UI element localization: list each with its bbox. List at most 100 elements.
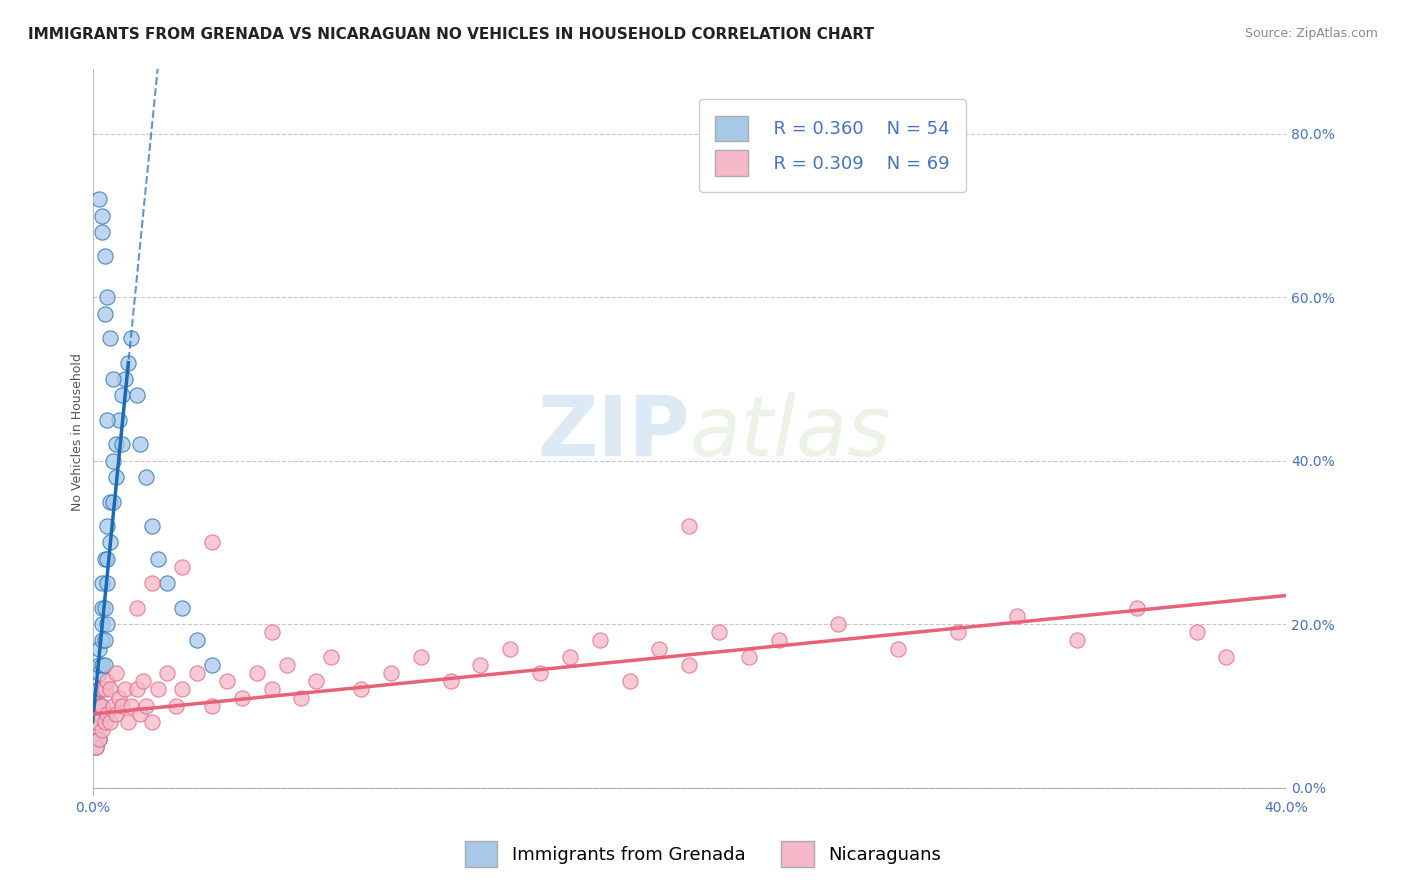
Point: [260, 625, 283, 640]
Point: [1007, 609, 1029, 624]
Point: [90, 682, 112, 697]
Point: [172, 560, 194, 574]
Point: [148, 551, 170, 566]
Point: [103, 453, 125, 467]
Point: [103, 698, 125, 713]
Text: IMMIGRANTS FROM GRENADA VS NICARAGUAN NO VEHICLES IN HOUSEHOLD CORRELATION CHART: IMMIGRANTS FROM GRENADA VS NICARAGUAN NO…: [28, 27, 875, 42]
Point: [96, 551, 118, 566]
Point: [156, 576, 179, 591]
Point: [100, 331, 122, 345]
Point: [409, 649, 432, 664]
Point: [305, 674, 328, 689]
Point: [135, 470, 157, 484]
Legend: Immigrants from Grenada, Nicaraguans: Immigrants from Grenada, Nicaraguans: [457, 834, 949, 874]
Point: [827, 617, 849, 632]
Point: [87, 657, 110, 672]
Point: [172, 600, 194, 615]
Text: Source: ZipAtlas.com: Source: ZipAtlas.com: [1244, 27, 1378, 40]
Point: [201, 698, 224, 713]
Point: [90, 698, 112, 713]
Point: [1066, 633, 1088, 648]
Point: [84, 739, 107, 754]
Point: [100, 682, 122, 697]
Point: [321, 649, 343, 664]
Point: [93, 551, 115, 566]
Point: [90, 633, 112, 648]
Point: [141, 519, 163, 533]
Point: [105, 706, 128, 721]
Point: [87, 706, 110, 721]
Point: [350, 682, 373, 697]
Point: [135, 698, 157, 713]
Point: [186, 633, 208, 648]
Point: [172, 682, 194, 697]
Point: [648, 641, 671, 656]
Point: [707, 625, 730, 640]
Legend:   R = 0.360    N = 54,   R = 0.309    N = 69: R = 0.360 N = 54, R = 0.309 N = 69: [699, 99, 966, 192]
Point: [120, 698, 142, 713]
Point: [111, 388, 134, 402]
Point: [111, 698, 134, 713]
Point: [90, 209, 112, 223]
Point: [87, 666, 110, 681]
Point: [87, 682, 110, 697]
Point: [87, 698, 110, 713]
Point: [117, 356, 139, 370]
Point: [90, 617, 112, 632]
Point: [231, 690, 253, 705]
Point: [499, 641, 522, 656]
Point: [290, 690, 312, 705]
Point: [105, 437, 128, 451]
Point: [141, 576, 163, 591]
Point: [96, 706, 118, 721]
Point: [246, 666, 269, 681]
Point: [117, 715, 139, 730]
Point: [129, 437, 152, 451]
Point: [127, 600, 149, 615]
Point: [114, 372, 136, 386]
Point: [678, 657, 700, 672]
Point: [260, 682, 283, 697]
Point: [768, 633, 790, 648]
Point: [1185, 625, 1208, 640]
Point: [141, 715, 163, 730]
Point: [96, 519, 118, 533]
Point: [887, 641, 910, 656]
Point: [84, 739, 107, 754]
Point: [129, 706, 152, 721]
Point: [215, 674, 238, 689]
Point: [1126, 600, 1149, 615]
Point: [201, 535, 224, 549]
Point: [93, 682, 115, 697]
Point: [201, 657, 224, 672]
Point: [276, 657, 298, 672]
Point: [90, 723, 112, 738]
Point: [127, 682, 149, 697]
Point: [470, 657, 492, 672]
Point: [103, 494, 125, 508]
Point: [93, 633, 115, 648]
Point: [93, 249, 115, 263]
Point: [87, 192, 110, 206]
Point: [105, 470, 128, 484]
Point: [93, 657, 115, 672]
Point: [100, 494, 122, 508]
Point: [165, 698, 187, 713]
Point: [946, 625, 969, 640]
Point: [90, 576, 112, 591]
Point: [87, 698, 110, 713]
Point: [132, 674, 155, 689]
Point: [103, 372, 125, 386]
Point: [90, 682, 112, 697]
Point: [84, 715, 107, 730]
Point: [529, 666, 551, 681]
Point: [589, 633, 612, 648]
Point: [100, 715, 122, 730]
Text: ZIP: ZIP: [537, 392, 689, 473]
Point: [738, 649, 761, 664]
Point: [93, 600, 115, 615]
Point: [558, 649, 581, 664]
Point: [87, 731, 110, 746]
Point: [114, 682, 136, 697]
Point: [90, 657, 112, 672]
